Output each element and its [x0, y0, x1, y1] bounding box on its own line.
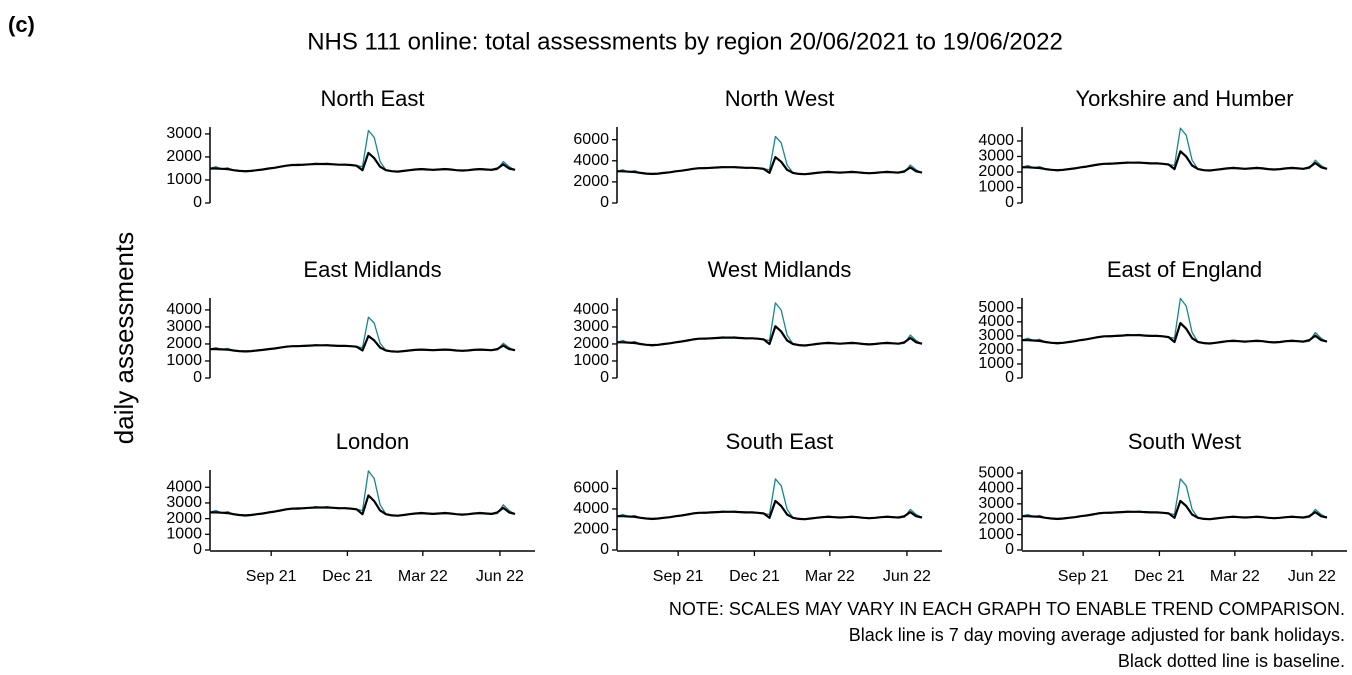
panel-title: West Midlands [708, 257, 852, 282]
y-tick-label: 4000 [166, 301, 202, 318]
y-tick-label: 2000 [166, 335, 202, 352]
series-line [210, 494, 516, 517]
y-tick-label: 1000 [978, 179, 1014, 196]
series-line [1021, 297, 1328, 345]
panel-title: London [336, 429, 409, 454]
series-line [209, 470, 516, 517]
series-line [209, 129, 516, 173]
y-tick-label: 5000 [978, 299, 1014, 316]
y-tick-label: 3000 [166, 125, 202, 142]
y-tick-label: 0 [600, 194, 609, 211]
panel-label: (c) [8, 12, 35, 37]
y-tick-label: 3000 [166, 318, 202, 335]
x-tick-label: Sep 21 [246, 568, 297, 585]
x-tick-label: Sep 21 [653, 568, 704, 585]
y-tick-label: 3000 [978, 495, 1014, 512]
panel-title: East of England [1107, 257, 1262, 282]
y-tick-label: 4000 [978, 132, 1014, 149]
y-tick-label: 0 [1005, 369, 1014, 386]
series-line [210, 334, 516, 353]
note: NOTE: SCALES MAY VARY IN EACH GRAPH TO E… [669, 599, 1345, 619]
y-tick-label: 4000 [978, 480, 1014, 497]
series-line [616, 478, 923, 521]
series-line [1021, 478, 1328, 521]
panel-title: East Midlands [303, 257, 441, 282]
y-tick-label: 4000 [573, 500, 609, 517]
y-tick-label: 2000 [978, 510, 1014, 527]
y-tick-label: 2000 [573, 521, 609, 538]
panel-title: South West [1128, 429, 1241, 454]
panel-title: North West [725, 86, 835, 111]
series-line [616, 135, 923, 176]
y-tick-label: 2000 [573, 335, 609, 352]
y-tick-label: 2000 [166, 510, 202, 527]
y-tick-label: 0 [1005, 194, 1014, 211]
y-tick-label: 0 [193, 369, 202, 386]
y-tick-label: 6000 [573, 480, 609, 497]
y-tick-label: 1000 [166, 171, 202, 188]
y-tick-label: 4000 [166, 478, 202, 495]
y-tick-label: 3000 [978, 327, 1014, 344]
y-tick-label: 5000 [978, 464, 1014, 481]
series-line [617, 156, 923, 176]
y-tick-label: 1000 [166, 352, 202, 369]
series-line [1022, 150, 1328, 172]
figure-title: NHS 111 online: total assessments by reg… [307, 28, 1063, 55]
x-tick-label: Sep 21 [1058, 568, 1109, 585]
y-tick-label: 1000 [978, 355, 1014, 372]
y-tick-label: 0 [193, 541, 202, 558]
x-tick-label: Jun 22 [1288, 568, 1336, 585]
y-tick-label: 1000 [978, 526, 1014, 543]
x-tick-label: Dec 21 [322, 568, 373, 585]
x-tick-label: Dec 21 [1134, 568, 1185, 585]
y-tick-label: 0 [193, 194, 202, 211]
series-line [210, 151, 516, 173]
x-tick-label: Mar 22 [805, 568, 855, 585]
panel-title: Yorkshire and Humber [1075, 86, 1293, 111]
series-line [1022, 322, 1328, 345]
y-tick-label: 0 [1005, 541, 1014, 558]
y-tick-label: 2000 [978, 341, 1014, 358]
y-tick-label: 2000 [166, 148, 202, 165]
series-line [616, 302, 923, 347]
y-tick-label: 4000 [573, 152, 609, 169]
x-tick-label: Mar 22 [1210, 568, 1260, 585]
x-tick-label: Jun 22 [476, 568, 524, 585]
y-tick-label: 3000 [573, 318, 609, 335]
y-tick-label: 4000 [978, 313, 1014, 330]
y-tick-label: 2000 [573, 173, 609, 190]
x-tick-label: Jun 22 [883, 568, 931, 585]
x-tick-label: Mar 22 [398, 568, 448, 585]
series-line [617, 499, 923, 521]
series-line [617, 325, 923, 347]
y-tick-label: 1000 [573, 352, 609, 369]
y-tick-label: 3000 [978, 148, 1014, 165]
series-line [1022, 499, 1328, 521]
y-tick-label: 3000 [166, 494, 202, 511]
y-axis-label: daily assessments [109, 232, 139, 444]
panel-title: South East [726, 429, 834, 454]
y-tick-label: 0 [600, 369, 609, 386]
series-line [209, 316, 516, 353]
y-tick-label: 0 [600, 541, 609, 558]
note: Black line is 7 day moving average adjus… [849, 625, 1345, 645]
note: Black dotted line is baseline. [1118, 651, 1345, 671]
y-tick-label: 4000 [573, 301, 609, 318]
series-line [1021, 127, 1328, 172]
x-tick-label: Dec 21 [729, 568, 780, 585]
panel-title: North East [321, 86, 425, 111]
y-tick-label: 6000 [573, 131, 609, 148]
y-tick-label: 2000 [978, 163, 1014, 180]
y-tick-label: 1000 [166, 526, 202, 543]
